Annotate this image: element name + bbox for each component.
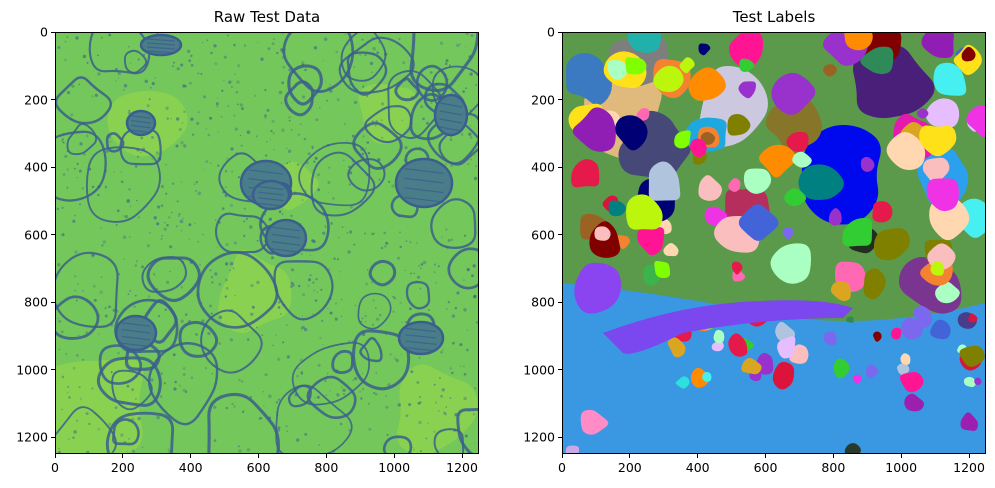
y-tick-label: 200: [531, 92, 555, 108]
x-tick-label: 1000: [378, 460, 411, 475]
x-tick-mark: [325, 454, 327, 458]
x-tick-label: 1200: [953, 460, 985, 475]
y-tick-mark: [51, 234, 55, 236]
y-tick-mark: [558, 234, 562, 236]
y-tick-label: 400: [531, 159, 555, 175]
x-tick-mark: [765, 454, 767, 458]
y-tick-label: 600: [531, 227, 555, 243]
x-tick-mark: [629, 454, 631, 458]
y-tick-mark: [51, 436, 55, 438]
x-tick-label: 600: [753, 460, 778, 475]
x-tick-mark: [258, 454, 260, 458]
y-tick-mark: [558, 99, 562, 101]
x-tick-mark: [461, 454, 463, 458]
y-tick-label: 1200: [16, 429, 48, 445]
y-tick-label: 400: [24, 159, 48, 175]
x-tick-mark: [54, 454, 56, 458]
y-tick-mark: [558, 369, 562, 371]
y-tick-mark: [558, 166, 562, 168]
right-image-axes: [562, 32, 986, 454]
x-tick-mark: [697, 454, 699, 458]
y-tick-mark: [558, 301, 562, 303]
y-tick-mark: [51, 369, 55, 371]
x-tick-label: 800: [821, 460, 846, 475]
y-tick-label: 800: [531, 294, 555, 310]
x-tick-label: 0: [558, 460, 566, 475]
y-tick-label: 1000: [16, 362, 48, 378]
x-tick-label: 800: [314, 460, 339, 475]
y-tick-label: 200: [24, 92, 48, 108]
raw-em-image: [56, 33, 478, 453]
x-tick-mark: [832, 454, 834, 458]
y-tick-label: 600: [24, 227, 48, 243]
x-tick-mark: [122, 454, 124, 458]
left-panel-title: Raw Test Data: [213, 8, 321, 26]
x-tick-mark: [190, 454, 192, 458]
y-tick-mark: [558, 31, 562, 33]
x-tick-label: 1200: [446, 460, 478, 475]
y-tick-mark: [51, 31, 55, 33]
x-tick-label: 200: [617, 460, 642, 475]
y-tick-mark: [51, 301, 55, 303]
y-tick-mark: [558, 436, 562, 438]
y-tick-label: 1200: [523, 429, 555, 445]
x-tick-label: 200: [110, 460, 135, 475]
x-tick-mark: [393, 454, 395, 458]
x-tick-mark: [561, 454, 563, 458]
y-tick-label: 1000: [523, 362, 555, 378]
x-tick-mark: [900, 454, 902, 458]
y-tick-label: 800: [24, 294, 48, 310]
x-tick-label: 1000: [885, 460, 918, 475]
x-tick-label: 400: [685, 460, 710, 475]
x-tick-label: 400: [178, 460, 203, 475]
right-panel-title: Test Labels: [732, 8, 816, 26]
left-image-axes: [55, 32, 479, 454]
segmentation-label-image: [563, 33, 985, 453]
x-tick-label: 600: [246, 460, 271, 475]
x-tick-label: 0: [51, 460, 59, 475]
y-tick-label: 0: [40, 24, 48, 40]
y-tick-mark: [51, 99, 55, 101]
y-tick-label: 0: [547, 24, 555, 40]
x-tick-mark: [968, 454, 970, 458]
y-tick-mark: [51, 166, 55, 168]
